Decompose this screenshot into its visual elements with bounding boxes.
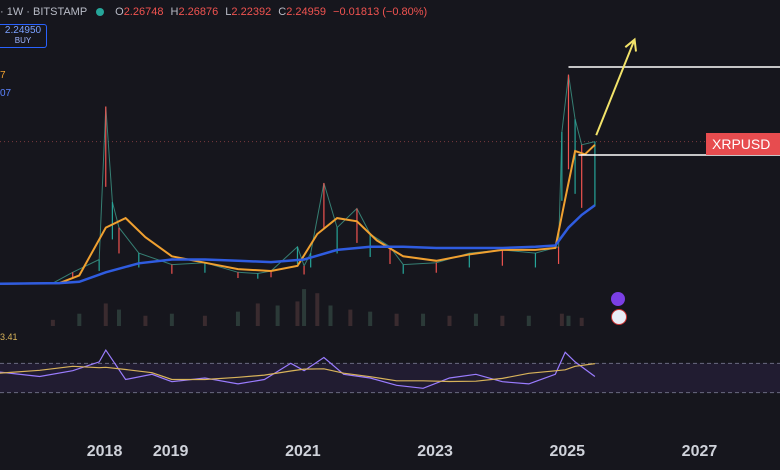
ma-slow-legend[interactable]: 07: [0, 88, 12, 99]
rsi-line: [0, 348, 596, 389]
change-value: −0.01813 (−0.80%): [333, 6, 428, 18]
volume-bar-19: [473, 313, 478, 326]
x-tick-label-2019: 2019: [152, 443, 189, 460]
volume-bar-2: [103, 303, 108, 326]
x-tick-label-2025: 2025: [549, 443, 586, 460]
x-tick-label-2018: 2018: [86, 443, 123, 460]
volume-bar-21: [526, 315, 531, 326]
rsi-band-fill: [0, 363, 780, 393]
volume-bar-18: [447, 315, 452, 326]
volume-bar-13: [328, 305, 333, 326]
x-tick-label-2027: 2027: [681, 443, 718, 460]
volume-bar-0: [50, 319, 55, 326]
close-label: C: [278, 6, 287, 18]
ma-fast-line: [0, 144, 596, 285]
volume-bar-4: [143, 315, 148, 326]
rsi-ma-line: [0, 363, 595, 383]
ohlc-header: · 1W · BITSTAMP O2.26748 H2.26876 L2.223…: [0, 6, 431, 18]
volume-bar-11: [302, 289, 307, 326]
volume-bar-9: [275, 305, 280, 326]
volume-bar-12: [315, 293, 320, 326]
x-tick-label-2021: 2021: [285, 443, 321, 460]
volume-bar-10: [295, 301, 300, 326]
buy-price: 2.24950: [4, 25, 42, 36]
ma-fast-legend[interactable]: 7: [0, 70, 6, 81]
volume-bar-7: [235, 311, 240, 326]
high-value: 2.26876: [178, 6, 219, 18]
low-value: 2.22392: [231, 6, 272, 18]
projection-arrow-head: [624, 37, 637, 52]
volume-bar-8: [255, 303, 260, 326]
symbol-fragment: · 1W · BITSTAMP: [0, 6, 87, 18]
volume-bar-22: [559, 313, 564, 326]
volume-bar-17: [421, 313, 426, 326]
buy-button[interactable]: 2.24950 BUY: [0, 24, 47, 48]
volume-bar-15: [368, 311, 373, 326]
volume-bar-1: [77, 313, 82, 326]
volume-bar-5: [169, 313, 174, 326]
volume-bar-23: [566, 315, 571, 326]
event-flash-icon[interactable]: [611, 292, 625, 306]
x-tick-label-2023: 2023: [417, 443, 453, 460]
market-status-icon: [96, 8, 105, 16]
volume-bar-20: [500, 315, 505, 326]
high-label: H: [170, 6, 179, 18]
volume-bar-6: [202, 315, 207, 326]
volume-bar-14: [348, 309, 353, 326]
low-label: L: [225, 6, 232, 18]
close-value: 2.24959: [286, 6, 326, 18]
open-label: O: [115, 6, 124, 18]
ma-slow-line: [0, 204, 596, 285]
volume-bar-3: [116, 309, 121, 326]
open-value: 2.26748: [123, 6, 164, 18]
us-flag-icon[interactable]: [611, 309, 627, 325]
volume-bar-16: [394, 313, 399, 326]
projection-arrow-line: [595, 39, 636, 136]
rsi-value-label: 3.41: [0, 332, 18, 342]
volume-bar-24: [579, 317, 584, 326]
ticker-price-label: XRPUSD: [706, 133, 780, 155]
buy-label: BUY: [14, 36, 32, 45]
